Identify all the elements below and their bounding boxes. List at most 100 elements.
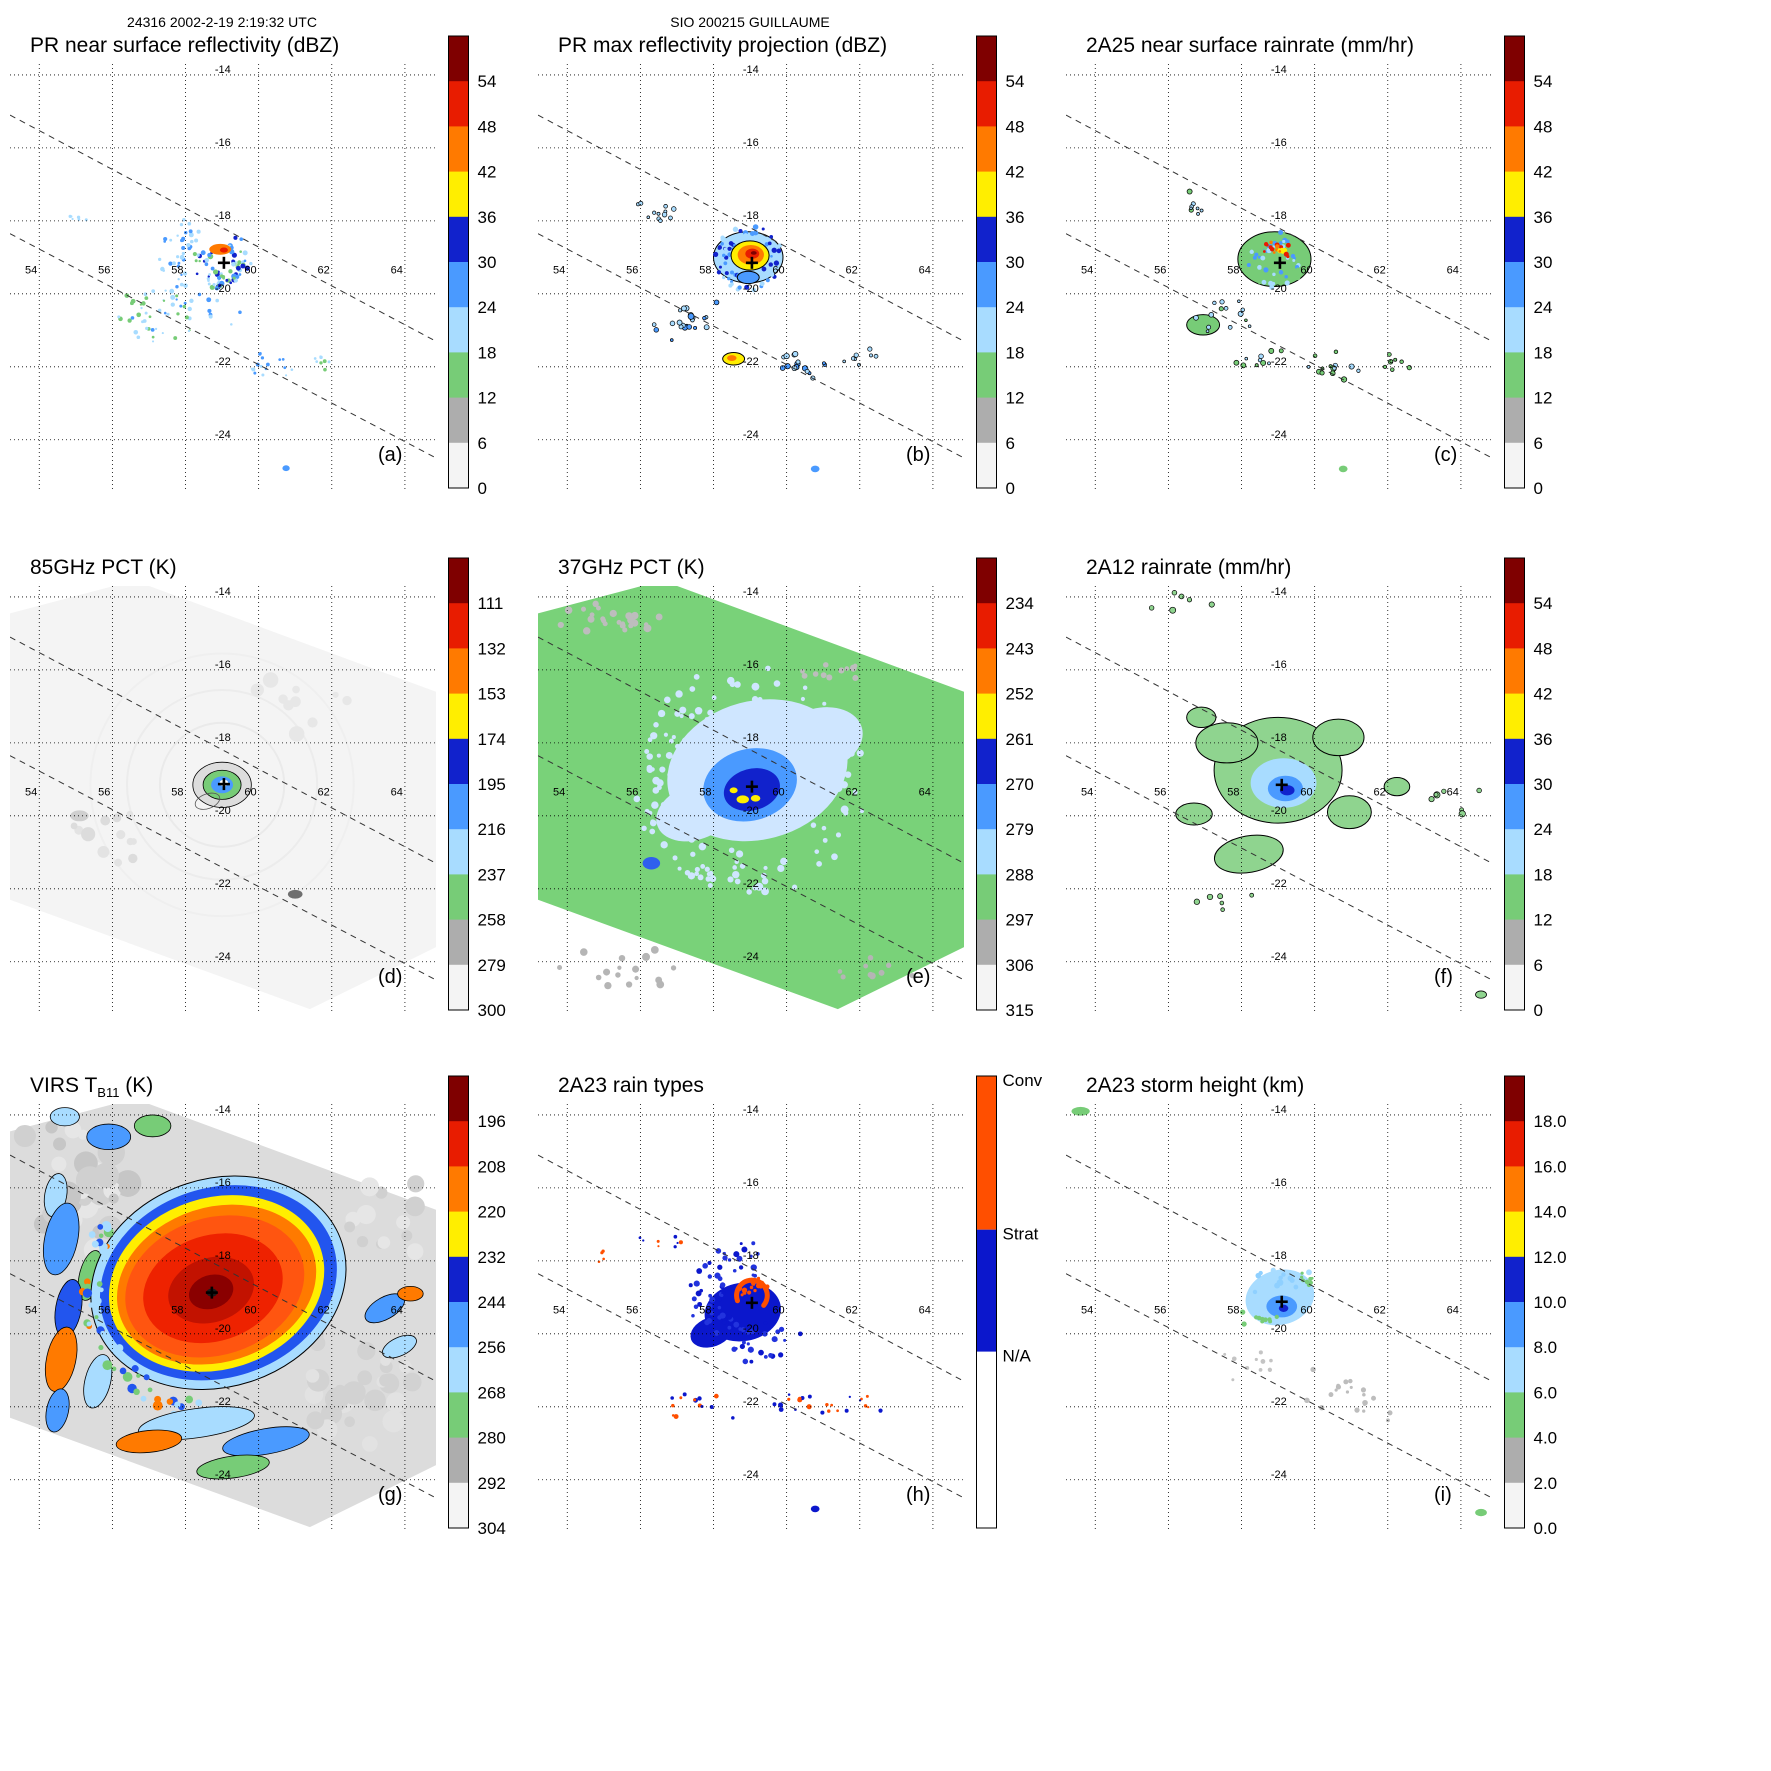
svg-text:54: 54 [25, 786, 37, 798]
svg-text:270: 270 [1006, 775, 1034, 794]
colorbar-panel-a: 54 48 42 36 30 24 18 12 6 0 [448, 35, 497, 496]
svg-text:14.0: 14.0 [1534, 1203, 1567, 1222]
svg-text:62: 62 [318, 264, 330, 276]
panel-title: 85GHz PCT (K) [30, 556, 177, 579]
svg-text:-18: -18 [743, 732, 759, 744]
panel-title: 2A23 storm height (km) [1086, 1074, 1305, 1097]
svg-text:12: 12 [1534, 911, 1553, 930]
panel-e: 37GHz PCT (K) 54 56 58 60 62 64 -14 -16 -18 -20 -2… [534, 556, 1061, 1083]
svg-text:58: 58 [171, 786, 183, 798]
svg-text:-18: -18 [215, 210, 231, 222]
colorbar-panel-i: 18.0 16.0 14.0 12.0 10.0 8.0 6.0 4.0 2.0 0.0 [1504, 1075, 1567, 1536]
svg-text:-24: -24 [215, 429, 231, 441]
svg-text:64: 64 [391, 264, 403, 276]
svg-text:56: 56 [1154, 786, 1166, 798]
svg-text:-18: -18 [1271, 1250, 1287, 1262]
svg-text:111: 111 [478, 594, 504, 613]
map-panel-h: 54 56 58 60 62 64 -14 -16 -18 -20 -22 -24 [538, 1104, 964, 1529]
svg-text:54: 54 [1081, 786, 1093, 798]
svg-text:-24: -24 [743, 1469, 759, 1481]
svg-text:-16: -16 [743, 659, 759, 671]
panel-letter: (i) [1434, 1484, 1452, 1506]
svg-text:54: 54 [553, 1304, 565, 1316]
svg-text:10.0: 10.0 [1534, 1293, 1567, 1312]
svg-text:56: 56 [98, 1304, 110, 1316]
svg-text:58: 58 [699, 786, 711, 798]
svg-text:42: 42 [1534, 163, 1553, 182]
svg-text:62: 62 [1374, 264, 1386, 276]
svg-text:2.0: 2.0 [1534, 1474, 1558, 1493]
svg-text:64: 64 [1447, 786, 1459, 798]
colorbar-panel-g: 196 208 220 232 244 256 268 280 292 304 [448, 1075, 506, 1536]
panel-title: VIRS TB11 (K) [30, 1074, 154, 1101]
svg-text:30: 30 [1006, 253, 1025, 272]
svg-text:8.0: 8.0 [1534, 1338, 1558, 1357]
svg-text:62: 62 [1374, 786, 1386, 798]
svg-text:261: 261 [1006, 730, 1034, 749]
svg-text:64: 64 [919, 264, 931, 276]
panel-letter: (f) [1434, 966, 1453, 988]
svg-text:-22: -22 [215, 878, 231, 890]
svg-text:42: 42 [1534, 685, 1553, 704]
svg-text:56: 56 [1154, 1304, 1166, 1316]
svg-text:153: 153 [478, 685, 506, 704]
svg-text:252: 252 [1006, 685, 1034, 704]
svg-text:54: 54 [1534, 72, 1553, 91]
svg-text:-14: -14 [215, 586, 231, 598]
svg-text:56: 56 [98, 786, 110, 798]
svg-text:297: 297 [1006, 911, 1034, 930]
svg-text:18: 18 [1006, 343, 1025, 362]
svg-text:-22: -22 [743, 1396, 759, 1408]
svg-text:12: 12 [478, 389, 497, 408]
svg-text:258: 258 [478, 911, 506, 930]
svg-text:62: 62 [846, 1304, 858, 1316]
svg-text:-22: -22 [1271, 1396, 1287, 1408]
svg-text:-16: -16 [1271, 137, 1287, 149]
panel-h: 2A23 rain types 54 56 58 60 62 64 -14 -16 -18 -20… [534, 1074, 1061, 1601]
svg-text:12.0: 12.0 [1534, 1248, 1567, 1267]
panel-letter: (a) [378, 444, 403, 466]
svg-text:62: 62 [318, 786, 330, 798]
svg-text:244: 244 [478, 1293, 506, 1312]
svg-text:216: 216 [478, 820, 506, 839]
svg-text:64: 64 [919, 1304, 931, 1316]
svg-text:-22: -22 [215, 356, 231, 368]
svg-text:54: 54 [553, 786, 565, 798]
svg-text:-16: -16 [215, 137, 231, 149]
svg-text:-24: -24 [1271, 951, 1287, 963]
svg-text:-24: -24 [215, 1469, 231, 1481]
panel-f: 2A12 rainrate (mm/hr) 54 56 58 60 62 64 -14 -16… [1062, 556, 1589, 1083]
svg-text:64: 64 [919, 786, 931, 798]
colorbar-panel-b: 54 48 42 36 30 24 18 12 6 0 [976, 35, 1025, 496]
svg-text:42: 42 [478, 163, 497, 182]
panel-title: 2A23 rain types [558, 1074, 704, 1097]
svg-text:30: 30 [1534, 775, 1553, 794]
svg-text:12: 12 [1534, 389, 1553, 408]
svg-text:64: 64 [391, 1304, 403, 1316]
svg-text:-18: -18 [1271, 210, 1287, 222]
map-panel-g: 54 56 58 60 62 64 -14 -16 -18 -20 -22 -24 [10, 1104, 436, 1529]
svg-text:-22: -22 [1271, 878, 1287, 890]
svg-text:279: 279 [478, 956, 506, 975]
svg-text:56: 56 [626, 1304, 638, 1316]
svg-text:58: 58 [1227, 264, 1239, 276]
svg-text:-20: -20 [743, 805, 759, 817]
svg-text:-16: -16 [743, 1177, 759, 1189]
svg-text:60: 60 [1300, 1304, 1312, 1316]
svg-text:315: 315 [1006, 1001, 1034, 1018]
svg-text:-20: -20 [215, 1323, 231, 1335]
svg-text:-16: -16 [1271, 1177, 1287, 1189]
svg-text:195: 195 [478, 775, 506, 794]
svg-text:36: 36 [478, 208, 497, 227]
colorbar-panel-f: 54 48 42 36 30 24 18 12 6 0 [1504, 557, 1553, 1018]
svg-text:306: 306 [1006, 956, 1034, 975]
map-panel-i: 54 56 58 60 62 64 -14 -16 -18 -20 -22 -24 [1066, 1104, 1492, 1529]
svg-text:-22: -22 [743, 878, 759, 890]
svg-text:-16: -16 [743, 137, 759, 149]
panel-c: 2A25 near surface rainrate (mm/hr) 54 56 5… [1062, 34, 1589, 561]
svg-text:-14: -14 [1271, 64, 1287, 76]
svg-text:64: 64 [1447, 264, 1459, 276]
panel-b: PR max reflectivity projection (dBZ) 54 5… [534, 34, 1061, 561]
svg-text:-20: -20 [215, 283, 231, 295]
svg-text:62: 62 [318, 1304, 330, 1316]
